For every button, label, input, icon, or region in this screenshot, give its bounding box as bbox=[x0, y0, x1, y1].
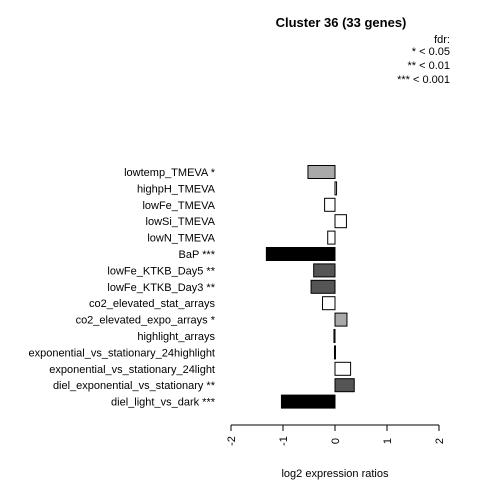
bars bbox=[265, 165, 355, 409]
category-label: lowFe_TMEVA bbox=[142, 200, 215, 212]
category-label: diel_exponential_vs_stationary ** bbox=[53, 380, 216, 392]
x-tick-label: -1 bbox=[278, 436, 290, 446]
category-label: exponential_vs_stationary_24highlight bbox=[28, 347, 215, 359]
legend-entry: ** < 0.01 bbox=[407, 60, 450, 72]
bar bbox=[333, 329, 336, 343]
category-label: exponential_vs_stationary_24light bbox=[49, 364, 215, 376]
category-label: highlight_arrays bbox=[137, 331, 215, 343]
bar bbox=[280, 394, 336, 409]
category-label: highpH_TMEVA bbox=[137, 183, 216, 195]
bar bbox=[334, 378, 355, 393]
x-axis-label: log2 expression ratios bbox=[281, 468, 389, 480]
category-label: co2_elevated_expo_arrays * bbox=[76, 315, 216, 327]
bar bbox=[334, 361, 352, 376]
bar bbox=[334, 214, 347, 229]
legend-title: fdr: bbox=[434, 34, 450, 46]
bar bbox=[334, 181, 338, 196]
bar bbox=[313, 263, 336, 278]
legend: fdr: * < 0.05 ** < 0.01 *** < 0.001 bbox=[397, 34, 450, 86]
chart-title: Cluster 36 (33 genes) bbox=[276, 15, 407, 30]
x-tick-label: 0 bbox=[330, 438, 342, 444]
category-labels: lowtemp_TMEVA * highpH_TMEVA lowFe_TMEVAlo… bbox=[28, 167, 215, 409]
bar bbox=[324, 197, 336, 212]
bar bbox=[322, 296, 336, 311]
bar bbox=[327, 230, 336, 245]
bar bbox=[310, 279, 336, 294]
category-label: lowFe_KTKB_Day5 ** bbox=[107, 265, 215, 277]
category-label: lowFe_KTKB_Day3 ** bbox=[107, 282, 215, 294]
category-label: lowN_TMEVA bbox=[147, 233, 215, 245]
category-label: diel_light_vs_dark *** bbox=[111, 397, 216, 409]
x-tick-label: 2 bbox=[434, 438, 446, 444]
category-label: BaP *** bbox=[179, 249, 216, 261]
x-axis: -2 -1 0 1 2 bbox=[226, 424, 446, 446]
legend-entry: *** < 0.001 bbox=[397, 74, 450, 86]
category-label: lowSi_TMEVA bbox=[146, 216, 216, 228]
bar bbox=[333, 345, 336, 360]
bar bbox=[334, 312, 348, 327]
category-label: lowtemp_TMEVA * bbox=[124, 167, 216, 179]
bar bbox=[265, 247, 336, 261]
legend-entry: * < 0.05 bbox=[412, 46, 450, 58]
category-label: co2_elevated_stat_arrays bbox=[89, 298, 215, 310]
x-tick-label: 1 bbox=[382, 438, 394, 444]
x-tick-label: -2 bbox=[226, 436, 238, 446]
bar bbox=[307, 165, 336, 179]
